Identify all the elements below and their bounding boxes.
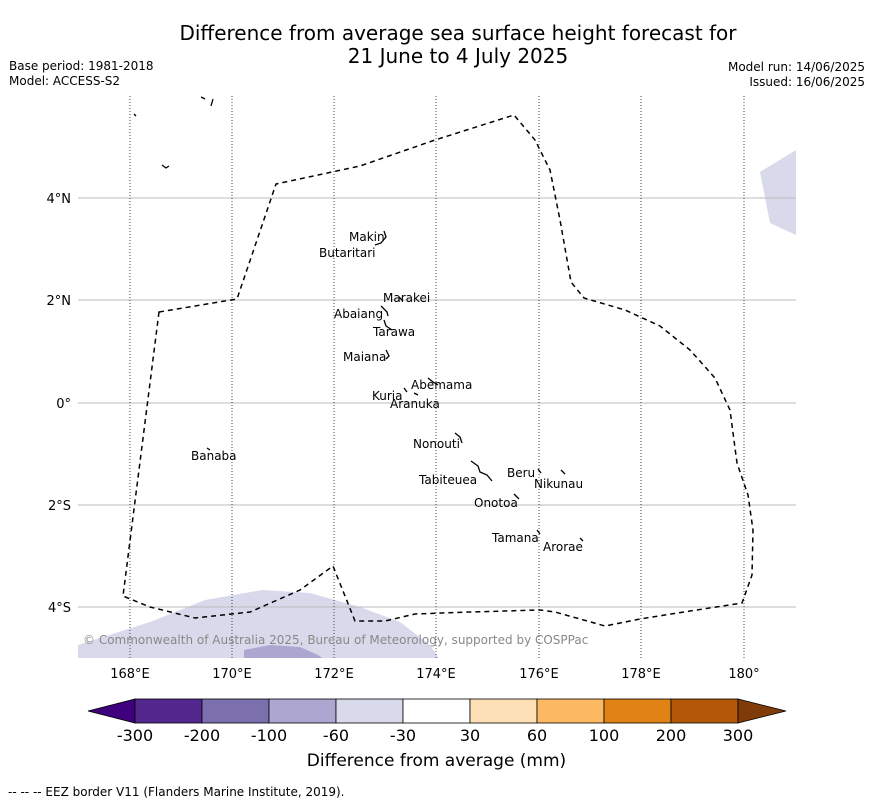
place-label: Abaiang: [334, 307, 383, 321]
lon-labels: 168°E 170°E 172°E 174°E 176°E 178°E 180°: [110, 667, 759, 682]
title-line-1: Difference from average sea surface heig…: [179, 21, 737, 45]
anomaly-region-east: [760, 150, 796, 235]
colorbar-tick: -30: [389, 726, 417, 745]
colorbar-arrow-left: [87, 698, 136, 724]
eez-legend-footer: -- -- -- EEZ border V11 (Flanders Marine…: [8, 785, 345, 799]
place-label: Tarawa: [372, 325, 415, 339]
colorbar-segment: [335, 698, 404, 724]
island-outlines: [133, 96, 584, 542]
place-label: Butaritari: [319, 246, 376, 260]
colorbar-segment: [670, 698, 739, 724]
colorbar-segment: [268, 698, 337, 724]
place-label: Nonouti: [413, 437, 460, 451]
colorbar-segment: [536, 698, 605, 724]
colorbar: [87, 698, 787, 724]
colorbar-segment: [201, 698, 270, 724]
lon-gridlines: [129, 96, 745, 658]
colorbar-tick: 100: [588, 726, 620, 745]
colorbar-tick: 30: [459, 726, 481, 745]
colorbar-segment: [402, 698, 471, 724]
colorbar-segment: [603, 698, 672, 724]
place-label: Maiana: [343, 350, 386, 364]
colorbar-tick: -60: [322, 726, 350, 745]
place-label: Marakei: [383, 291, 430, 305]
place-label: Beru: [507, 466, 535, 480]
place-label: Tabiteuea: [418, 473, 477, 487]
lat-gridlines: [78, 197, 796, 608]
lon-label: 168°E: [110, 667, 150, 682]
colorbar-tick: -200: [183, 726, 221, 745]
lon-label: 170°E: [212, 667, 252, 682]
eez-border: [122, 114, 754, 627]
place-labels: Makin Butaritari Marakei Abaiang Tarawa …: [191, 230, 583, 554]
copyright-notice: © Commonwealth of Australia 2025, Bureau…: [83, 633, 588, 647]
place-label: Tamana: [491, 531, 539, 545]
title-line-2: 21 June to 4 July 2025: [347, 44, 569, 68]
colorbar-tick: 300: [722, 726, 754, 745]
lat-label: 0°: [56, 397, 71, 412]
place-label: Onotoa: [474, 496, 518, 510]
place-label: Banaba: [191, 449, 237, 463]
place-label: Makin: [349, 230, 385, 244]
lon-label: 180°: [728, 667, 759, 682]
colorbar-tick: -100: [250, 726, 288, 745]
lon-label: 172°E: [314, 667, 354, 682]
colorbar-tick: -300: [116, 726, 154, 745]
colorbar-tick: 60: [526, 726, 548, 745]
lat-label: 2°S: [48, 499, 71, 514]
colorbar-segment: [134, 698, 203, 724]
lon-label: 176°E: [519, 667, 559, 682]
place-label: Abemama: [411, 378, 472, 392]
colorbar-ticks: -300 -200 -100 -60 -30 30 60 100 200 300: [0, 726, 873, 746]
meta-right: Model run: 14/06/2025 Issued: 16/06/2025: [728, 60, 865, 90]
colorbar-tick: 200: [655, 726, 687, 745]
place-label: Arorae: [543, 540, 583, 554]
lat-label: 4°N: [47, 192, 72, 207]
colorbar-arrow-right: [737, 698, 787, 724]
model-name: Model: ACCESS-S2: [9, 74, 121, 88]
lon-label: 174°E: [416, 667, 456, 682]
colorbar-segment: [469, 698, 538, 724]
place-label: Kuria: [372, 389, 403, 403]
map-title: Difference from average sea surface heig…: [0, 22, 873, 68]
anomaly-region-south-deep: [244, 645, 323, 658]
issued-date: Issued: 16/06/2025: [749, 75, 865, 89]
lat-label: 4°S: [48, 601, 71, 616]
place-label: Nikunau: [534, 477, 583, 491]
lat-label: 2°N: [47, 294, 72, 309]
lon-label: 178°E: [621, 667, 661, 682]
meta-left: Base period: 1981-2018 Model: ACCESS-S2: [9, 59, 154, 89]
lat-labels: 4°N 2°N 0° 2°S 4°S: [47, 192, 72, 616]
colorbar-label: Difference from average (mm): [306, 751, 567, 771]
place-label: Aranuka: [390, 397, 440, 411]
model-run: Model run: 14/06/2025: [727, 60, 865, 74]
base-period: Base period: 1981-2018: [9, 59, 154, 73]
